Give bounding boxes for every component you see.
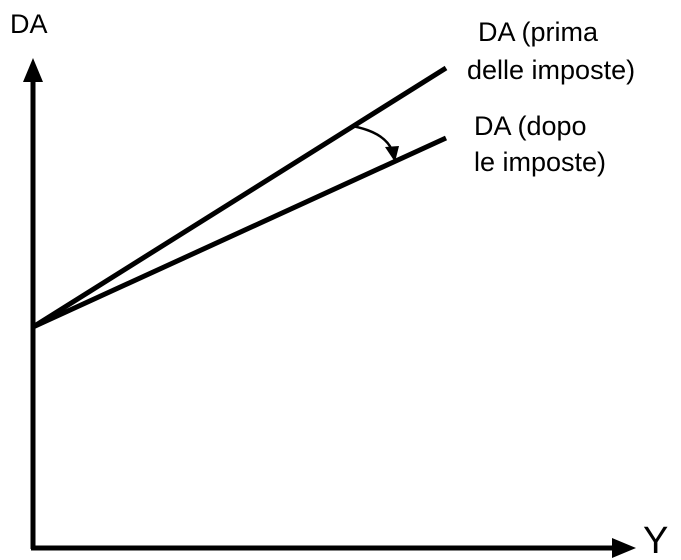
line-after-tax (31, 135, 448, 330)
line-label: DA (dopo (474, 111, 587, 141)
y-axis-arrow (23, 58, 43, 82)
line-before-tax (31, 65, 448, 330)
rotation-arrow (351, 124, 394, 151)
x-axis-label: Y (643, 520, 668, 560)
line-label: delle imposte) (467, 55, 635, 85)
x-axis-arrow (612, 538, 636, 558)
y-axis-label: DA (10, 9, 48, 39)
line-label: le imposte) (474, 147, 606, 177)
rotation-arrowhead (385, 146, 399, 162)
line-label: DA (prima (478, 17, 599, 47)
